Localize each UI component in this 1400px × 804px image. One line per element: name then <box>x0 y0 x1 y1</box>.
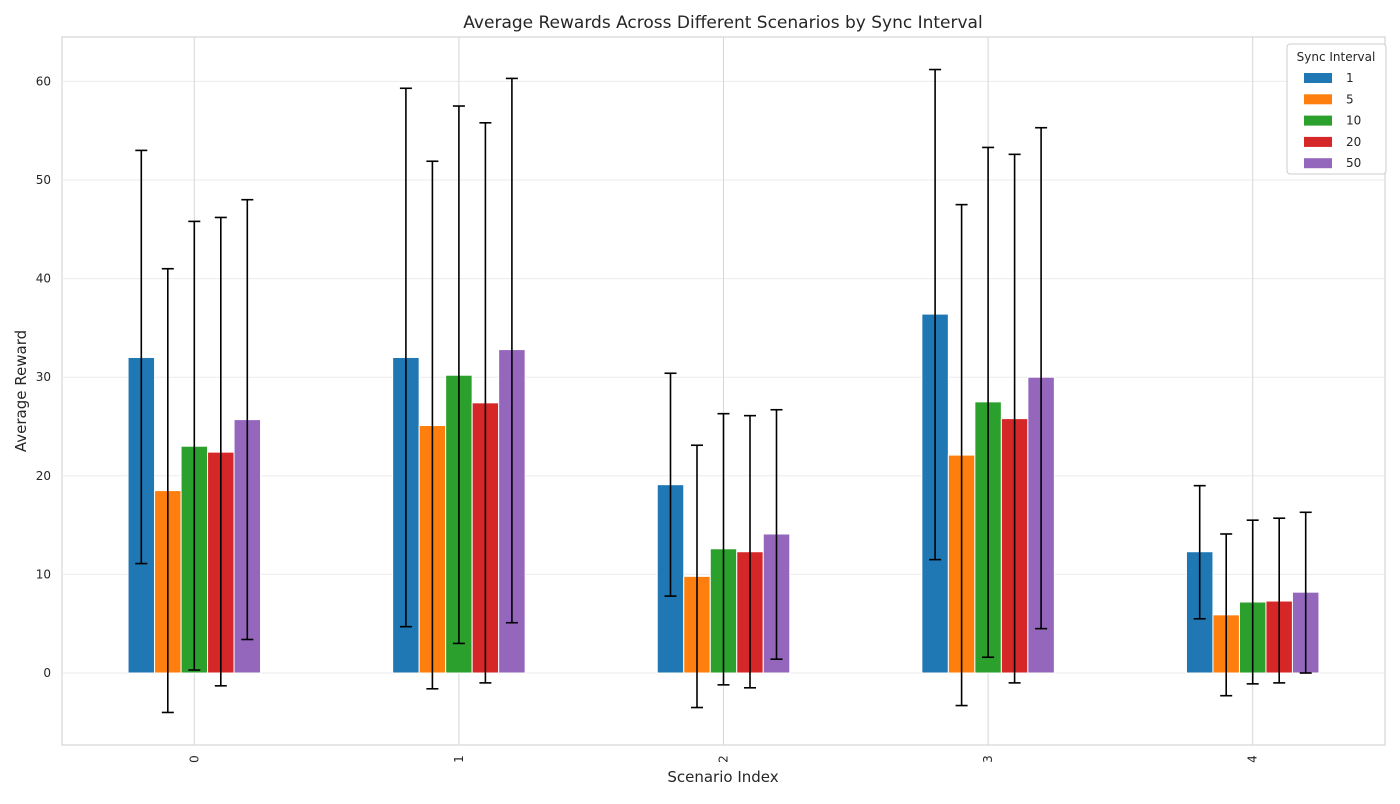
error-bar-series-20-scenario-1 <box>479 121 492 684</box>
error-bar-series-20-scenario-0 <box>214 216 227 687</box>
error-bar-series-1-scenario-0 <box>135 149 148 565</box>
chart-title: Average Rewards Across Different Scenari… <box>463 13 982 33</box>
legend-label: 1 <box>1346 71 1354 85</box>
y-tick-label: 60 <box>36 74 51 88</box>
error-bar-series-1-scenario-3 <box>929 68 942 561</box>
legend-title: Sync Interval <box>1297 50 1376 64</box>
tick-labels: 0 10 20 30 40 50 60 0 1 2 3 4 <box>36 74 1260 762</box>
legend-item-5: 5 <box>1304 92 1354 106</box>
error-bar-series-50-scenario-1 <box>505 77 518 624</box>
error-bars <box>135 68 1312 714</box>
error-bar-series-50-scenario-4 <box>1299 511 1312 674</box>
legend-item-1: 1 <box>1304 71 1354 85</box>
legend-items: 1 5 10 20 50 <box>1304 71 1361 170</box>
error-bar-series-20-scenario-4 <box>1273 517 1286 684</box>
legend-swatch <box>1304 158 1332 169</box>
x-tick-label: 3 <box>981 755 995 763</box>
x-tick-label: 0 <box>187 755 201 763</box>
error-bar-series-5-scenario-2 <box>691 444 703 709</box>
error-bar-series-5-scenario-3 <box>955 203 968 707</box>
error-bar-series-10-scenario-0 <box>188 220 201 671</box>
legend-label: 20 <box>1346 135 1361 149</box>
legend-item-10: 10 <box>1304 114 1361 128</box>
error-bar-series-50-scenario-2 <box>770 408 783 661</box>
y-tick-label: 40 <box>36 272 51 286</box>
legend: Sync Interval 1 5 10 20 50 <box>1286 43 1387 175</box>
legend-label: 10 <box>1346 114 1361 128</box>
x-tick-label: 4 <box>1246 755 1260 763</box>
legend-swatch <box>1304 73 1332 83</box>
legend-swatch <box>1304 136 1332 147</box>
error-bar-series-10-scenario-3 <box>982 146 995 659</box>
error-bar-series-10-scenario-4 <box>1246 519 1259 685</box>
error-bar-series-5-scenario-1 <box>426 160 439 690</box>
error-bar-series-20-scenario-2 <box>744 414 756 689</box>
x-tick-label: 1 <box>452 755 466 763</box>
legend-item-50: 50 <box>1304 156 1361 170</box>
error-bar-series-1-scenario-2 <box>664 372 677 597</box>
legend-label: 50 <box>1346 156 1361 170</box>
error-bar-series-10-scenario-1 <box>452 105 465 645</box>
error-bar-series-20-scenario-3 <box>1008 153 1021 684</box>
error-bar-series-50-scenario-3 <box>1035 126 1048 630</box>
legend-label: 5 <box>1346 92 1354 106</box>
error-bar-series-5-scenario-4 <box>1220 533 1233 697</box>
legend-swatch <box>1304 115 1332 126</box>
y-axis-label: Average Reward <box>12 330 30 452</box>
legend-item-20: 20 <box>1304 135 1361 149</box>
error-bar-series-10-scenario-2 <box>717 412 730 686</box>
x-tick-label: 2 <box>717 755 731 763</box>
y-tick-label: 20 <box>36 469 51 483</box>
error-bar-series-50-scenario-0 <box>241 198 254 641</box>
error-bar-series-5-scenario-0 <box>161 267 174 714</box>
error-bar-series-1-scenario-1 <box>399 87 412 628</box>
y-tick-label: 0 <box>43 666 51 680</box>
y-tick-label: 30 <box>36 370 51 384</box>
error-bar-series-1-scenario-4 <box>1193 484 1206 620</box>
y-tick-label: 10 <box>36 567 51 581</box>
legend-swatch <box>1304 94 1332 105</box>
y-tick-label: 50 <box>36 173 51 187</box>
x-axis-label: Scenario Index <box>667 768 778 786</box>
